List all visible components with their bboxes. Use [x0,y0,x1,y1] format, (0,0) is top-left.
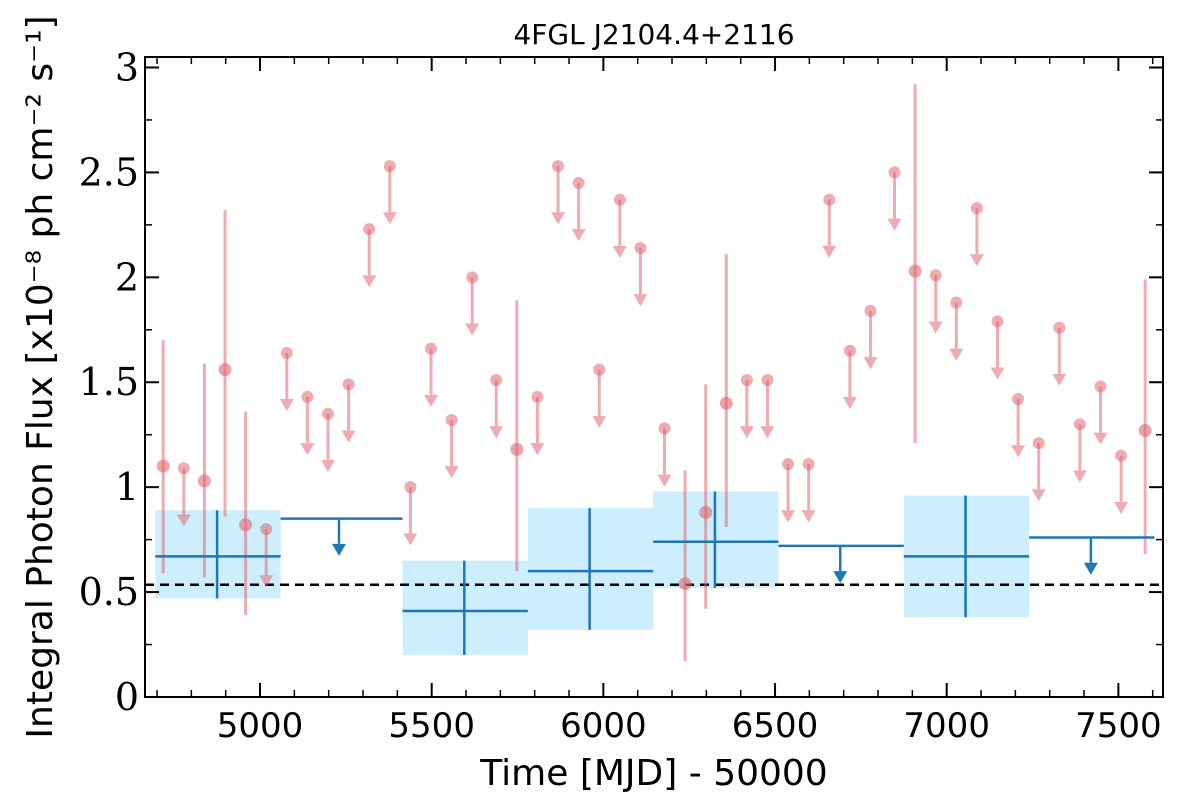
short-bin-upper-limit-arrow [571,229,586,242]
short-bin-point [678,577,692,591]
short-bin-upper-limit-arrow [259,575,274,588]
x-tick-label: 6500 [732,706,819,746]
y-tick-label: 2 [115,255,139,299]
short-bin-upper-limit-arrow [382,212,397,225]
short-bin-upper-limit-arrow [1031,489,1046,502]
x-tick-label: 5000 [217,706,304,746]
short-bin-upper-limit-arrow [489,426,504,439]
long-bin-upper-limit-arrow [833,571,848,584]
long-bin-upper-limit-arrow [1083,562,1098,575]
short-bin-upper-limit-arrow [403,533,418,546]
short-bin-point [197,474,211,488]
short-bin-upper-limit-arrow [1072,470,1087,483]
short-bin-upper-limit-arrow [279,399,294,412]
short-bin-upper-limit-arrow [1114,501,1129,514]
short-bin-upper-limit-arrow [969,254,984,267]
short-bin-point [908,264,922,278]
chart-title: 4FGL J2104.4+2116 [513,18,794,51]
x-tick-label: 7500 [1075,706,1162,746]
short-bin-upper-limit-arrow [1052,373,1067,386]
y-tick-label: 0.5 [79,570,139,614]
short-bin-upper-limit-arrow [781,510,796,523]
short-bin-upper-limit-arrow [949,348,964,361]
short-bin-upper-limit-arrow [990,367,1005,380]
axis-ticks: 5000 5500 6000 6500 7000 7500 0 0.5 1 1.5 2 2.5 3 [79,45,1163,746]
short-bin-point [510,442,524,456]
short-bin-upper-limit-arrow [465,323,480,336]
short-bin-upper-limit-arrow [592,415,607,428]
long-bin-upper-limit-arrow [331,543,346,556]
x-axis-label: Time [MJD] - 50000 [479,753,827,794]
plot-area [145,84,1163,662]
short-bin-point [218,363,232,377]
y-axis-label: Integral Photon Flux [x10⁻⁸ ph cm⁻² s⁻¹] [20,15,61,738]
short-bin-upper-limit-arrow [530,443,545,456]
y-tick-label: 3 [115,45,139,89]
short-bin-upper-limit-arrow [551,212,566,225]
short-bin-point [1138,424,1152,438]
short-bin-upper-limit-arrow [341,430,356,443]
y-tick-label: 1 [115,465,139,509]
short-bin-upper-limit-arrow [612,245,627,258]
short-bin-upper-limit-arrow [320,459,335,472]
short-bin-upper-limit-arrow [300,443,315,456]
x-tick-label: 7000 [903,706,990,746]
short-bin-point [699,505,713,519]
short-bin-upper-limit-arrow [801,510,816,523]
short-bin-upper-limit-arrow [657,474,672,487]
short-bin-upper-limit-arrow [1011,445,1026,458]
y-tick-label: 1.5 [79,360,139,404]
x-tick-label: 5500 [388,706,475,746]
short-bin-upper-limit-arrow [928,321,943,334]
short-bin-upper-limit-arrow [760,426,775,439]
short-bin-upper-limit-arrow [739,426,754,439]
short-bin-upper-limit-arrow [424,394,439,407]
short-bin-point [156,459,170,473]
short-bin-upper-limit-arrow [1093,432,1108,445]
short-bin-upper-limit-arrow [863,357,878,370]
short-bin-upper-limit-arrow [842,396,857,409]
short-bin-upper-limit-arrow [633,294,648,307]
plot-frame [144,56,1164,698]
short-bin-upper-limit-arrow [176,514,191,527]
short-bin-point [719,396,733,410]
short-bin-upper-limit-arrow [362,275,377,288]
y-tick-label: 0 [115,675,139,719]
short-bin-upper-limit-arrow [887,218,902,231]
y-tick-label: 2.5 [79,150,139,194]
short-bin-point [239,518,253,532]
short-bin-upper-limit-arrow [444,466,459,479]
x-tick-label: 6000 [560,706,647,746]
short-bin-upper-limit-arrow [822,245,837,258]
